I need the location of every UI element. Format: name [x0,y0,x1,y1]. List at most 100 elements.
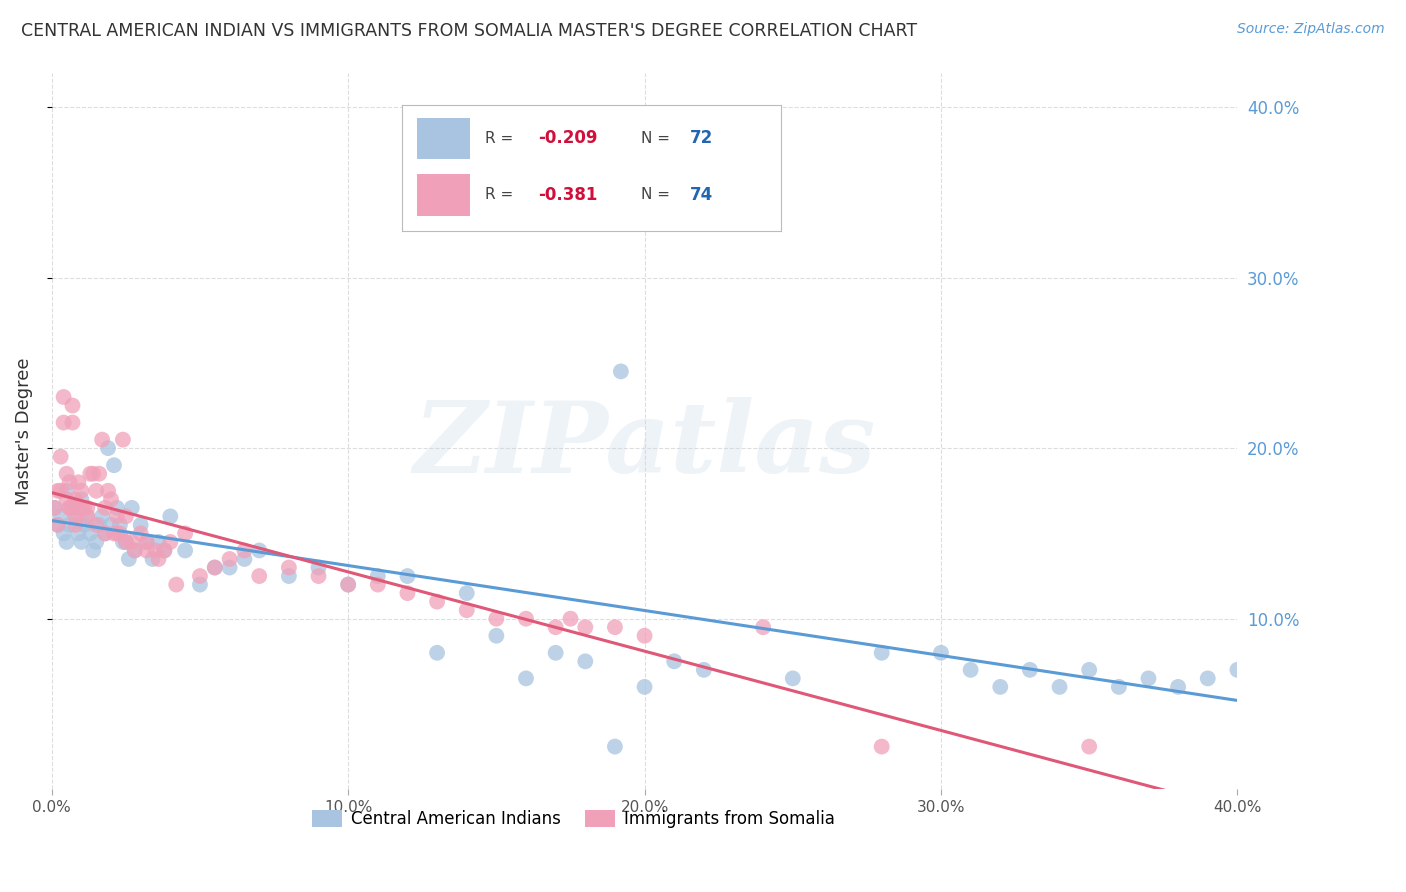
Point [67,475,90,490]
Point [49,509,72,524]
Point [94,500,117,515]
Point [337,577,360,591]
Point [515,612,537,626]
Point [633,680,655,694]
Point [91,509,114,524]
Point [84,517,107,532]
Point [165,577,187,591]
Point [174,543,197,558]
Text: CENTRAL AMERICAN INDIAN VS IMMIGRANTS FROM SOMALIA MASTER'S DEGREE CORRELATION C: CENTRAL AMERICAN INDIAN VS IMMIGRANTS FR… [21,22,917,40]
Point [218,552,240,566]
Point [70,535,93,549]
Point [46,517,69,532]
Point [277,569,299,583]
Point [115,535,138,549]
Point [94,526,117,541]
Point [544,646,567,660]
Point [141,552,163,566]
Point [111,535,134,549]
Point [70,500,93,515]
Point [308,560,330,574]
Point [204,560,226,574]
Point [426,646,449,660]
Point [135,535,157,549]
Point [58,500,80,515]
Point [49,450,72,464]
Point [108,526,131,541]
Point [247,543,270,558]
Point [988,680,1011,694]
Point [103,526,125,541]
Point [1167,680,1189,694]
Point [153,543,176,558]
Point [426,594,449,608]
Point [204,560,226,574]
Point [76,500,98,515]
Point [603,739,626,754]
Point [46,483,69,498]
Point [79,526,101,541]
Point [574,620,596,634]
Point [188,577,211,591]
Point [52,390,75,404]
Point [105,500,128,515]
Point [121,500,143,515]
Point [44,500,66,515]
Point [233,552,256,566]
Point [135,543,157,558]
Point [70,492,93,507]
Point [89,517,111,532]
Point [121,535,143,549]
Point [84,535,107,549]
Point [73,500,96,515]
Point [103,458,125,473]
Point [84,483,107,498]
Point [277,560,299,574]
Point [664,654,686,668]
Point [247,569,270,583]
Point [55,492,77,507]
Point [129,517,152,532]
Point [55,535,77,549]
Point [485,629,508,643]
Point [124,543,146,558]
Point [396,569,419,583]
Point [52,416,75,430]
Point [105,509,128,524]
Text: ZIPatlas: ZIPatlas [413,397,876,493]
Point [108,517,131,532]
Point [560,612,582,626]
Point [929,646,952,660]
Point [337,577,360,591]
Point [153,543,176,558]
Point [633,629,655,643]
Point [456,586,478,600]
Point [515,672,537,686]
Point [218,560,240,574]
Point [148,535,170,549]
Point [62,399,84,413]
Point [188,569,211,583]
Text: Source: ZipAtlas.com: Source: ZipAtlas.com [1237,22,1385,37]
Y-axis label: Master's Degree: Master's Degree [15,358,32,505]
Point [58,500,80,515]
Point [148,552,170,566]
Point [62,500,84,515]
Point [574,654,596,668]
Point [544,620,567,634]
Point [135,535,157,549]
Point [94,526,117,541]
Point [76,509,98,524]
Point [603,620,626,634]
Point [73,517,96,532]
Point [159,509,181,524]
Point [560,134,582,148]
Point [55,467,77,481]
Point [1078,739,1101,754]
Point [233,543,256,558]
Point [65,509,87,524]
Point [693,663,716,677]
Point [485,612,508,626]
Point [111,433,134,447]
Point [367,577,389,591]
